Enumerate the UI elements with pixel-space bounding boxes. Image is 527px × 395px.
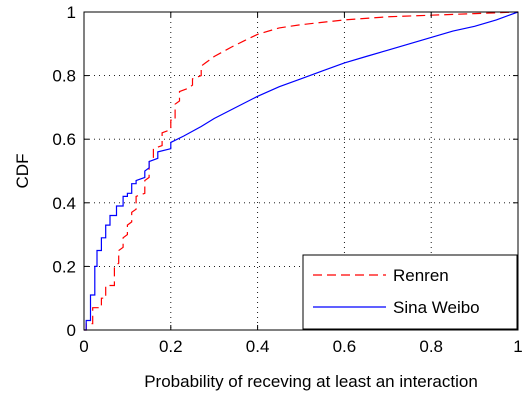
- y-tick-label: 0.4: [52, 194, 76, 213]
- x-axis-label: Probability of receving at least an inte…: [144, 372, 478, 391]
- y-axis-label: CDF: [13, 154, 32, 189]
- x-tick-label: 0.4: [246, 337, 270, 356]
- legend-label-renren: Renren: [393, 266, 449, 285]
- series-line-sina-weibo: [84, 11, 519, 331]
- x-tick-label: 0.2: [159, 337, 183, 356]
- legend-label-sina-weibo: Sina Weibo: [393, 298, 480, 317]
- legend-box: [302, 254, 518, 330]
- y-tick-label: 0: [67, 321, 76, 340]
- legend: Renren Sina Weibo: [302, 254, 518, 330]
- x-tick-label: 0.8: [419, 337, 443, 356]
- x-tick-label: 0.6: [333, 337, 357, 356]
- x-tick-label: 1: [513, 337, 522, 356]
- series-lines: [84, 11, 519, 331]
- y-tick-label: 0.8: [52, 67, 76, 86]
- plot-frame: [83, 11, 519, 331]
- series-line-renren: [84, 11, 519, 331]
- x-tick-labels: 0 0.2 0.4 0.6 0.8 1: [79, 337, 522, 356]
- y-tick-label: 0.6: [52, 130, 76, 149]
- y-tick-labels: 0 0.2 0.4 0.6 0.8 1: [52, 3, 76, 340]
- x-tick-label: 0: [79, 337, 88, 356]
- y-tick-label: 1: [67, 3, 76, 22]
- y-tick-label: 0.2: [52, 257, 76, 276]
